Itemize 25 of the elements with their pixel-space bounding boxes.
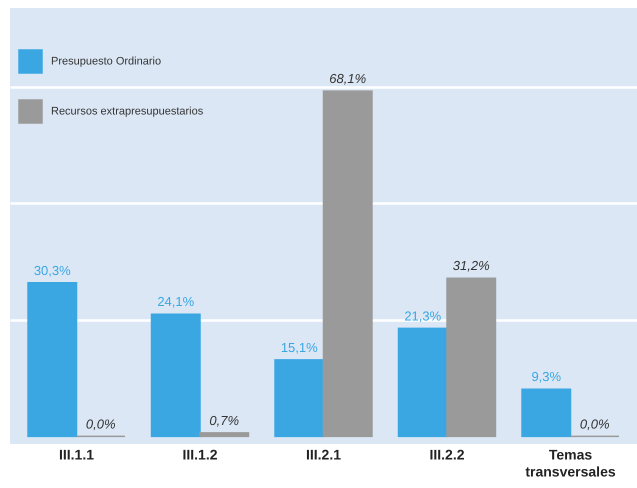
bar	[199, 432, 250, 438]
bar	[521, 388, 572, 438]
bar	[322, 90, 373, 438]
data-label: 0,0%	[86, 416, 116, 432]
legend-label: Recursos extrapresupuestarios	[51, 106, 204, 118]
x-tick-label: III.1.2	[182, 446, 218, 462]
x-tick-label: Temas transversales	[525, 446, 616, 480]
data-label: 0,0%	[580, 416, 610, 432]
bar	[150, 313, 201, 438]
bar	[274, 359, 324, 438]
data-label: 30,3%	[34, 262, 72, 278]
data-label: 31,2%	[452, 258, 490, 274]
data-label: 24,1%	[157, 294, 195, 310]
bar	[27, 282, 78, 438]
data-label: 68,1%	[329, 71, 366, 86]
bar	[446, 277, 496, 438]
x-tick-label: III.2.2	[429, 446, 465, 462]
x-tick-label: III.1.1	[58, 446, 94, 462]
data-label: 21,3%	[404, 308, 442, 324]
x-tick-label: III.2.1	[306, 446, 342, 462]
bar	[398, 328, 448, 438]
legend-label: Presupuesto Ordinario	[51, 56, 162, 68]
data-label: 0,7%	[209, 412, 240, 428]
data-label: 9,3%	[531, 369, 562, 384]
data-label: 15,1%	[280, 340, 318, 355]
